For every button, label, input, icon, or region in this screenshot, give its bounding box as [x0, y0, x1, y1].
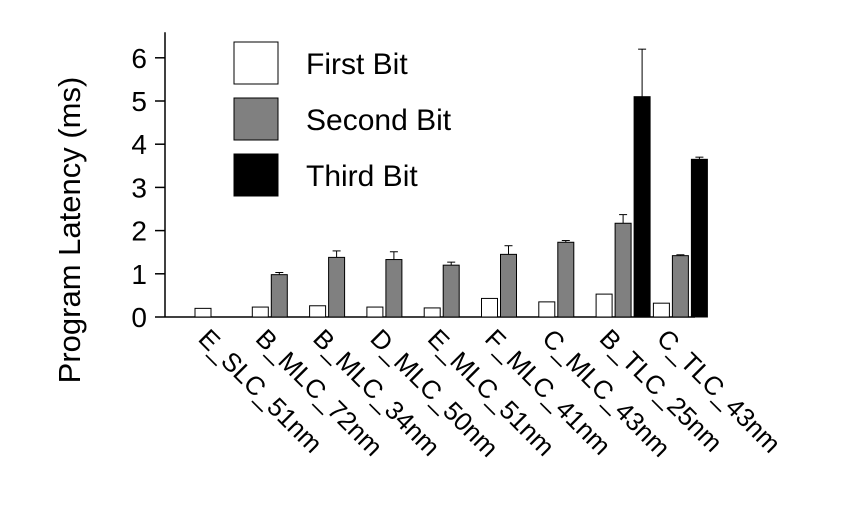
bar-second-bit-e-mlc-51nm	[442, 264, 460, 318]
y-tick-label-0: 0	[131, 302, 147, 333]
bars	[194, 48, 708, 318]
legend-label-second-bit: Second Bit	[306, 104, 452, 137]
legend-swatch-second-bit	[233, 97, 279, 141]
y-tick-label-3: 3	[131, 172, 147, 203]
legend: First Bit Second Bit Third Bit	[233, 41, 452, 197]
y-tick-label-1: 1	[131, 259, 147, 290]
legend-label-third-bit: Third Bit	[306, 160, 418, 193]
bar-first-bit-b-tlc-25nm	[595, 293, 613, 318]
bar-second-bit-b-tlc-25nm	[614, 222, 632, 318]
bar-second-bit-b-mlc-34nm	[328, 256, 346, 318]
bar-first-bit-c-tlc-43nm	[652, 302, 670, 318]
legend-swatch-third-bit	[233, 153, 279, 197]
legend-swatch-first-bit	[233, 41, 279, 85]
bar-first-bit-b-mlc-72nm	[251, 306, 269, 318]
bar-first-bit-e-mlc-51nm	[423, 307, 441, 318]
bar-second-bit-d-mlc-50nm	[385, 259, 403, 318]
bar-second-bit-c-tlc-43nm	[671, 255, 689, 318]
y-axis-label: Program Latency (ms)	[52, 77, 87, 384]
bar-first-bit-f-mlc-41nm	[481, 297, 498, 318]
legend-label-first-bit: First Bit	[306, 48, 408, 81]
category-labels: E_SLC_51nmB_MLC_72nmB_MLC_34nmD_MLC_50nm…	[193, 323, 787, 463]
bar-second-bit-c-mlc-43nm	[557, 241, 575, 318]
y-tick-label-6: 6	[131, 43, 147, 74]
bar-second-bit-f-mlc-41nm	[500, 253, 517, 318]
bar-first-bit-c-mlc-43nm	[538, 301, 556, 318]
y-tick-label-2: 2	[131, 216, 147, 247]
y-tick-label-5: 5	[131, 86, 147, 117]
bar-first-bit-d-mlc-50nm	[366, 306, 384, 318]
bar-first-bit-b-mlc-34nm	[309, 305, 327, 318]
bar-third-bit-b-tlc-25nm	[633, 96, 651, 318]
y-tick-label-4: 4	[131, 129, 147, 160]
bar-third-bit-c-tlc-43nm	[690, 158, 708, 318]
bar-first-bit-e-slc-51nm	[194, 307, 212, 318]
bar-second-bit-b-mlc-72nm	[270, 274, 288, 318]
